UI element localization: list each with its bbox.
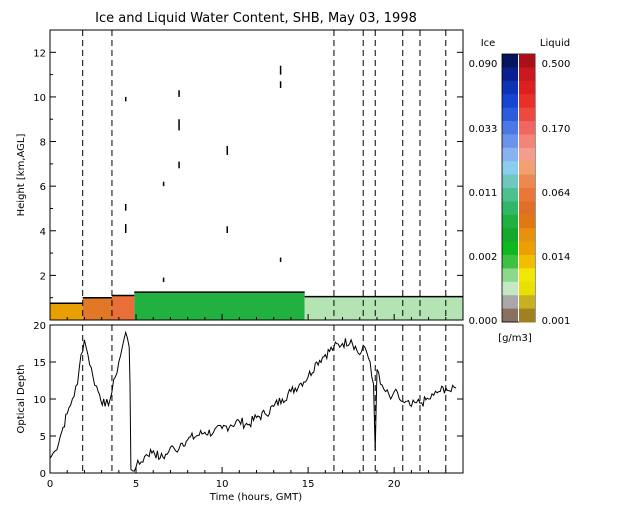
colorbar-liquid-swatch-2	[519, 80, 535, 95]
colorbar-ice-swatch-1	[502, 67, 518, 82]
colorbar-ice-swatch-14	[502, 241, 518, 256]
optical-depth-series	[49, 330, 457, 472]
colorbar-ice-swatch-7	[502, 147, 518, 162]
colorbar-ice-label: Ice	[481, 38, 496, 49]
colorbar-ice-swatch-11	[502, 201, 518, 216]
colorbar-liquid-swatch-12	[519, 214, 535, 229]
colorbar-ice-swatch-2	[502, 80, 518, 95]
colorbar-ice-tick-3: 0.002	[469, 252, 498, 263]
od-tick-label-4: 20	[33, 321, 46, 332]
od-tick-label-3: 15	[33, 358, 46, 369]
colorbar-ice-swatch-9	[502, 174, 518, 189]
colorbar-ice-swatch-16	[502, 268, 518, 283]
colorbar-liquid-label: Liquid	[540, 38, 570, 49]
colorbar-ice-tick-0: 0.090	[469, 59, 498, 70]
event-lines-bottom	[82, 325, 447, 473]
colorbar-unit: [g/m3]	[498, 333, 532, 344]
colorbar-liquid-swatch-13	[519, 228, 535, 243]
colorbar: Ice Liquid 0.090 0.033 0.011 0.002 0.000 0.50…	[469, 38, 571, 344]
colorbar-ice-swatch-0	[502, 54, 518, 68]
time-tick-label-3: 15	[302, 479, 315, 490]
colorbar-ice-tick-4: 0.000	[469, 316, 498, 327]
colorbar-liquid-tick-1: 0.170	[542, 124, 571, 135]
colorbar-ice-swatch-4	[502, 107, 518, 122]
colorbar-liquid-swatch-8	[519, 161, 535, 176]
colorbar-ice-tick-2: 0.011	[469, 188, 498, 199]
colorbar-liquid-swatch-1	[519, 67, 535, 82]
colorbar-liquid-tick-4: 0.001	[542, 316, 571, 327]
colorbar-ice-swatch-17	[502, 281, 518, 296]
time-tick-label-1: 5	[133, 479, 139, 490]
optical-depth-axis-label: Optical Depth	[16, 365, 27, 434]
colorbar-ice-tick-1: 0.033	[469, 124, 498, 135]
colorbar-ice-swatch-8	[502, 161, 518, 176]
height-tick-label-3: 8	[40, 138, 46, 149]
colorbar-liquid-scale	[519, 54, 535, 323]
sparse-returns	[124, 65, 282, 283]
colorbar-ice-scale	[501, 53, 536, 323]
colorbar-ice-swatch-12	[502, 214, 518, 229]
height-tick-label-1: 4	[40, 227, 46, 238]
colorbar-ice-swatch-15	[502, 255, 518, 269]
height-tick-label-5: 12	[33, 48, 46, 59]
cloud-layer-0	[50, 303, 83, 320]
time-tick-label-4: 20	[388, 479, 401, 490]
time-axis-ticks: 0 5 10 15 20	[47, 314, 447, 490]
heatmap-panel: 2 4 6 8 10 12 Height [km,AGL]	[16, 29, 464, 321]
colorbar-liquid-swatch-16	[519, 268, 535, 283]
colorbar-ice-swatch-10	[502, 188, 518, 202]
colorbar-liquid-swatch-19	[519, 308, 535, 323]
colorbar-liquid-swatch-15	[519, 255, 535, 269]
cloud-layers	[50, 291, 463, 320]
event-lines-top	[82, 30, 447, 320]
od-tick-label-2: 10	[33, 395, 46, 406]
colorbar-liquid-swatch-17	[519, 281, 535, 296]
height-tick-label-0: 2	[40, 271, 46, 282]
od-tick-label-0: 0	[40, 469, 46, 480]
colorbar-ice-swatch-19	[502, 308, 518, 323]
colorbar-liquid-swatch-6	[519, 134, 535, 149]
colorbar-liquid-tick-2: 0.064	[542, 188, 571, 199]
colorbar-liquid-swatch-5	[519, 121, 535, 135]
cloud-layer-4	[304, 296, 463, 320]
height-axis-ticks: 2 4 6 8 10 12	[33, 48, 463, 299]
colorbar-liquid-tick-3: 0.014	[542, 252, 571, 263]
colorbar-ice-swatch-5	[502, 121, 518, 135]
colorbar-ice-swatch-6	[502, 134, 518, 149]
colorbar-liquid-swatch-0	[519, 54, 535, 68]
height-tick-label-4: 10	[33, 93, 46, 104]
time-tick-label-2: 10	[216, 479, 229, 490]
colorbar-liquid-swatch-7	[519, 147, 535, 162]
time-tick-label-0: 0	[47, 479, 53, 490]
colorbar-liquid-tick-0: 0.500	[542, 59, 571, 70]
height-tick-label-2: 6	[40, 182, 46, 193]
colorbar-ice-swatch-3	[502, 94, 518, 109]
colorbar-liquid-swatch-11	[519, 201, 535, 216]
colorbar-ticks: 0.090 0.033 0.011 0.002 0.000 0.500 0.170 0.064…	[469, 59, 571, 327]
od-tick-label-1: 5	[40, 432, 46, 443]
colorbar-liquid-swatch-18	[519, 295, 535, 310]
colorbar-liquid-swatch-14	[519, 241, 535, 256]
colorbar-liquid-swatch-4	[519, 107, 535, 122]
cloud-layer-2	[111, 295, 135, 320]
cloud-layer-1	[82, 297, 112, 320]
colorbar-liquid-swatch-10	[519, 188, 535, 202]
colorbar-liquid-swatch-3	[519, 94, 535, 109]
cloud-layer-3	[134, 292, 305, 320]
colorbar-ice-swatch-18	[502, 295, 518, 310]
optical-depth-frame	[49, 324, 464, 474]
optical-depth-panel: 0 5 10 15 20 0 5 10 15 20 Optical Depth Time (ho…	[16, 314, 464, 503]
time-axis-label: Time (hours, GMT)	[209, 492, 303, 503]
colorbar-liquid-swatch-9	[519, 174, 535, 189]
optical-depth-axis-ticks: 0 5 10 15 20	[33, 321, 463, 480]
chart-title: Ice and Liquid Water Content, SHB, May 0…	[95, 11, 417, 26]
colorbar-ice-swatch-13	[502, 228, 518, 243]
height-axis-label: Height [km,AGL]	[16, 134, 27, 217]
